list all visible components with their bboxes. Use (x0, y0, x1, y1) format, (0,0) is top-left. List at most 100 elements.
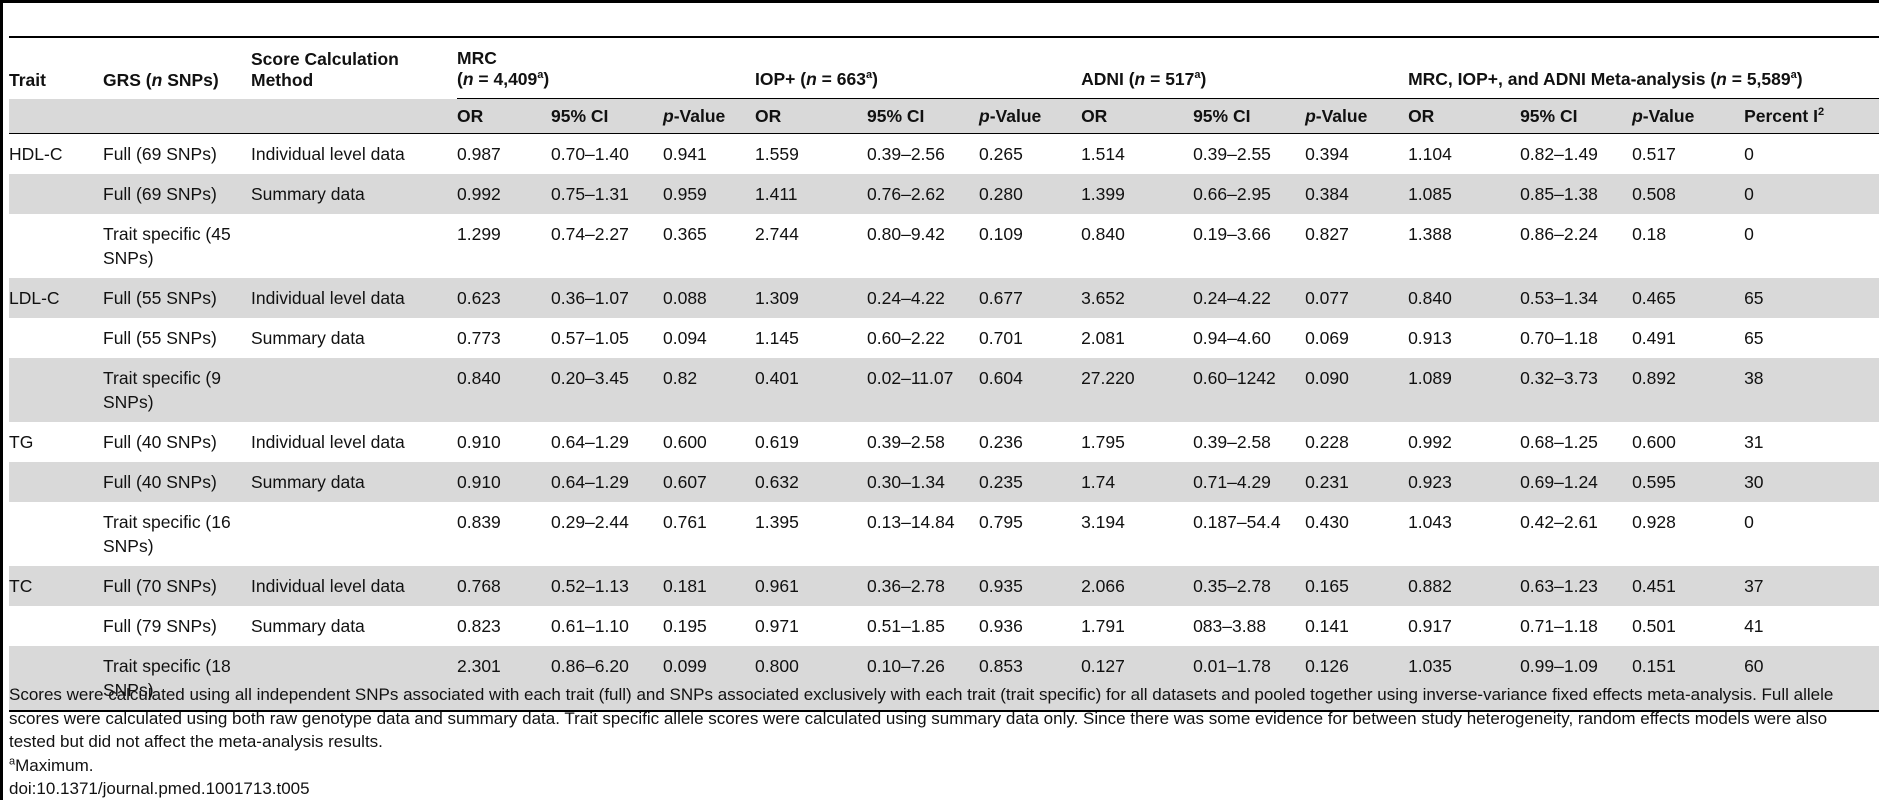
cell-iop-p: 0.604 (979, 358, 1082, 422)
cell-adni-or: 0.840 (1081, 224, 1125, 244)
cell-iop-ci: 0.13–14.84 (867, 512, 955, 532)
cell-iop-p: 0.701 (979, 328, 1023, 348)
header-ci: 95% CI (1193, 98, 1306, 134)
cell-adni-ci: 0.60–1242 (1193, 358, 1306, 422)
cell-adni-ci: 0.24–4.22 (1193, 278, 1306, 318)
cell-mrc-ci: 0.86–6.20 (551, 646, 663, 711)
cell-iop-ci: 0.02–11.07 (867, 358, 980, 422)
cell-mrc-or: 0.768 (457, 566, 551, 606)
cell-grs: Full (70 SNPs) (103, 566, 251, 606)
cell-grs: Trait specific (16 SNPs) (103, 512, 231, 556)
cell-adni-or: 0.127 (1081, 646, 1194, 711)
table-footnote: Scores were calculated using all indepen… (9, 683, 1871, 801)
header-method: Score Calculation Method (251, 48, 399, 90)
cell-adni-p: 0.126 (1305, 646, 1409, 711)
cell-meta-ci: 0.99–1.09 (1520, 646, 1633, 711)
cell-adni-ci: 0.66–2.95 (1193, 174, 1306, 214)
cell-adni-p: 0.827 (1305, 224, 1349, 244)
cell-trait (9, 214, 103, 278)
cell-grs: Trait specific (9 SNPs) (103, 358, 251, 422)
cell-iop-or: 1.309 (755, 278, 868, 318)
cell-iop-p: 0.235 (979, 462, 1082, 502)
cell-mrc-or: 0.773 (457, 328, 501, 348)
cell-meta-ci: 0.86–2.24 (1520, 224, 1598, 244)
cell-mrc-or: 0.840 (457, 358, 551, 422)
cell-iop-or: 1.411 (755, 174, 868, 214)
cell-adni-ci: 0.35–2.78 (1193, 566, 1306, 606)
cell-iop-p: 0.265 (979, 144, 1023, 164)
cell-grs: Full (69 SNPs) (103, 144, 217, 164)
cell-method: Summary data (251, 616, 365, 636)
cell-mrc-or: 1.299 (457, 224, 501, 244)
header-group-adni: ADNI (n = 517a) (1081, 37, 1409, 99)
cell-meta-i2: 0 (1744, 174, 1879, 214)
cell-mrc-ci: 0.64–1.29 (551, 432, 629, 452)
results-table-container: Trait GRS (n SNPs) Score Calculation Met… (9, 36, 1879, 712)
cell-meta-i2: 37 (1744, 566, 1879, 606)
table-row: Trait specific (16 SNPs) 0.839 0.29–2.44 0.… (9, 502, 1879, 566)
cell-meta-p: 0.465 (1632, 278, 1745, 318)
cell-meta-ci: 0.69–1.24 (1520, 462, 1633, 502)
cell-iop-or: 0.800 (755, 646, 868, 711)
cell-adni-p: 0.069 (1305, 328, 1349, 348)
results-table-body: HDL-C Full (69 SNPs) Individual level data… (9, 134, 1879, 711)
cell-adni-p: 0.231 (1305, 462, 1409, 502)
cell-iop-ci: 0.80–9.42 (867, 224, 945, 244)
header-i2: Percent I2 (1744, 98, 1879, 134)
cell-iop-p: 0.795 (979, 512, 1023, 532)
cell-adni-or: 1.74 (1081, 462, 1194, 502)
cell-iop-ci: 0.24–4.22 (867, 278, 980, 318)
cell-adni-p: 0.394 (1305, 144, 1349, 164)
footnote-text: Scores were calculated using all indepen… (9, 685, 1834, 751)
header-p: p-Value (979, 98, 1082, 134)
cell-meta-p: 0.451 (1632, 566, 1745, 606)
cell-meta-or: 0.917 (1408, 616, 1452, 636)
cell-iop-p: 0.936 (979, 616, 1023, 636)
cell-trait: TC (9, 566, 103, 606)
header-ci: 95% CI (1520, 98, 1633, 134)
cell-adni-or: 3.194 (1081, 512, 1125, 532)
footnote-doi: doi:10.1371/journal.pmed.1001713.t005 (9, 779, 310, 798)
header-or: OR (1408, 98, 1521, 134)
header-grs: GRS (n SNPs) (103, 69, 219, 90)
footnote-a: aMaximum. (9, 754, 94, 775)
results-table: Trait GRS (n SNPs) Score Calculation Met… (9, 36, 1879, 712)
cell-iop-or: 0.971 (755, 616, 799, 636)
cell-mrc-ci: 0.36–1.07 (551, 278, 663, 318)
cell-meta-p: 0.501 (1632, 616, 1676, 636)
cell-iop-or: 1.395 (755, 512, 799, 532)
cell-mrc-or: 0.823 (457, 616, 501, 636)
cell-meta-or: 0.923 (1408, 462, 1521, 502)
cell-method (251, 358, 457, 422)
table-row: Full (55 SNPs) Summary data 0.773 0.57–1.05… (9, 318, 1879, 358)
cell-iop-p: 0.109 (979, 224, 1023, 244)
cell-iop-ci: 0.51–1.85 (867, 616, 945, 636)
cell-adni-ci: 0.19–3.66 (1193, 224, 1271, 244)
cell-iop-ci: 0.10–7.26 (867, 646, 980, 711)
cell-meta-or: 1.085 (1408, 174, 1521, 214)
cell-mrc-p: 0.094 (663, 328, 707, 348)
table-row: Trait specific (9 SNPs) 0.840 0.20–3.45 0.8… (9, 358, 1879, 422)
cell-method: Individual level data (251, 278, 457, 318)
cell-meta-i2: 0 (1744, 144, 1754, 164)
header-group-mrc: MRC (n = 4,409a) (457, 37, 756, 99)
cell-method: Summary data (251, 174, 457, 214)
cell-adni-or: 27.220 (1081, 358, 1194, 422)
cell-method: Individual level data (251, 432, 405, 452)
cell-mrc-or: 0.910 (457, 432, 501, 452)
cell-meta-i2: 0 (1744, 224, 1754, 244)
header-row-subcolumns: OR 95% CI p-Value OR 95% CI p-Value OR 9… (9, 98, 1879, 134)
cell-grs: Full (40 SNPs) (103, 432, 217, 452)
table-row: Full (79 SNPs) Summary data 0.823 0.61–1.10… (9, 606, 1879, 646)
cell-adni-p: 0.090 (1305, 358, 1409, 422)
table-row: Trait specific (18 SNPs) 2.301 0.86–6.20 0.… (9, 646, 1879, 711)
cell-trait (9, 174, 103, 214)
cell-meta-or: 0.913 (1408, 328, 1452, 348)
cell-mrc-or: 0.992 (457, 174, 551, 214)
cell-mrc-p: 0.365 (663, 224, 707, 244)
cell-meta-i2: 31 (1744, 432, 1764, 452)
cell-mrc-ci: 0.20–3.45 (551, 358, 663, 422)
cell-mrc-ci: 0.57–1.05 (551, 328, 629, 348)
cell-iop-p: 0.935 (979, 566, 1082, 606)
